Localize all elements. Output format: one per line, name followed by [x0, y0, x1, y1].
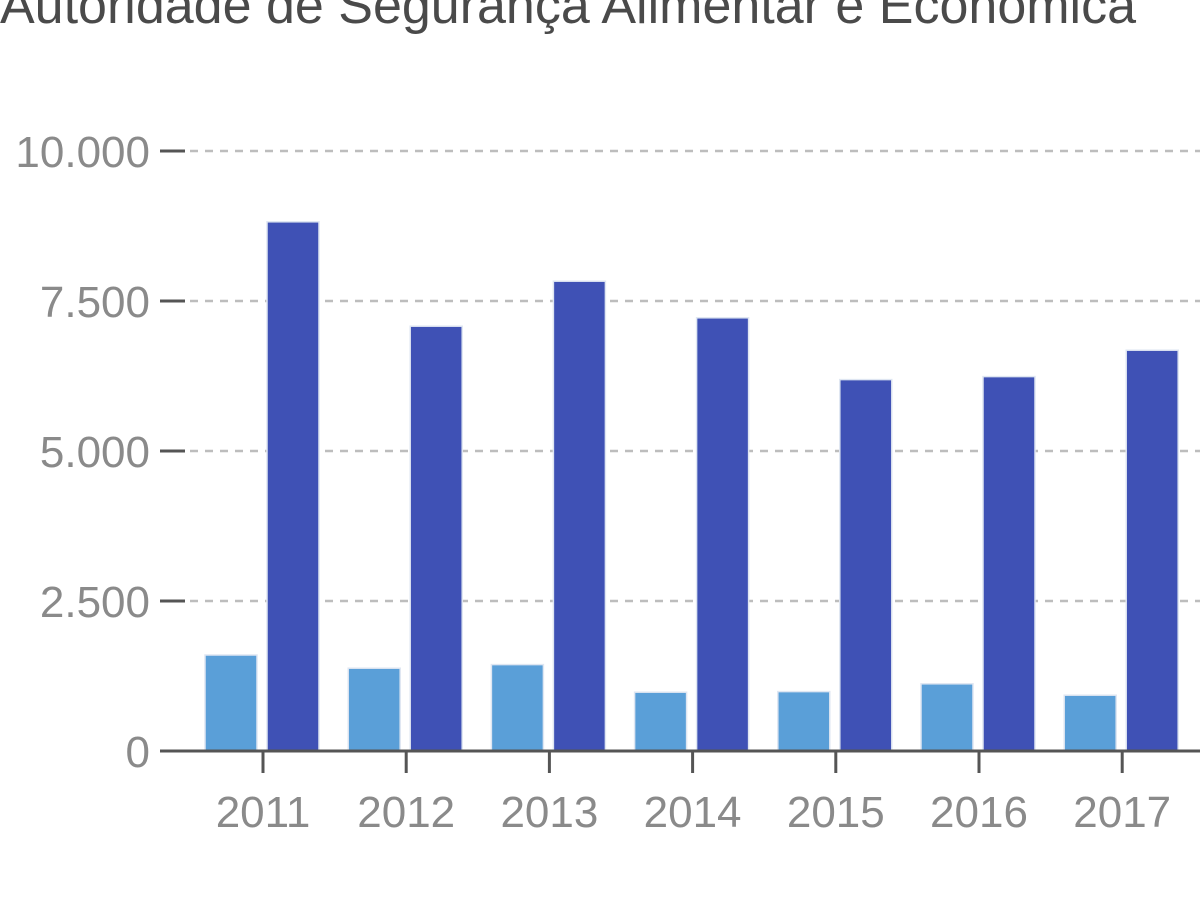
- y-tick-label: 5.000: [40, 428, 150, 477]
- bar-series-2-2013: [552, 280, 607, 752]
- bar-series-1-2017: [1063, 694, 1117, 752]
- y-tick-label: 2.500: [40, 578, 150, 627]
- x-tick-label: 2013: [500, 788, 598, 837]
- x-tick-label: 2014: [644, 788, 742, 837]
- x-tick-label: 2012: [357, 788, 455, 837]
- bar-series-1-2011: [204, 654, 258, 752]
- bar-series-1-2014: [633, 691, 688, 752]
- y-tick-label: 0: [126, 728, 150, 777]
- y-tick-label: 10.000: [15, 128, 150, 177]
- x-tick-label: 2017: [1073, 788, 1171, 837]
- x-tick-label: 2015: [787, 788, 885, 837]
- axes: [160, 149, 1200, 773]
- bar-series-2-2015: [839, 378, 893, 752]
- bar-series-1-2016: [920, 683, 974, 752]
- tick-labels: 0 2.500 5.000 7.500 10.000 2011 2012 2013 2014 20…: [15, 128, 1171, 837]
- y-tick-label: 7.500: [40, 278, 150, 327]
- bar-series-1-2012: [347, 667, 401, 752]
- bar-series-2-2012: [409, 325, 463, 752]
- bar-series-1-2013: [490, 663, 545, 752]
- bar-series-2-2017: [1125, 349, 1179, 752]
- bar-series-1-2015: [777, 690, 831, 752]
- gridlines: [190, 149, 1200, 603]
- bar-series-2-2016: [982, 375, 1036, 752]
- x-tick-label: 2016: [930, 788, 1028, 837]
- x-tick-label: 2011: [216, 788, 311, 837]
- chart-title: Autoridade de Segurança Alimentar e Econ…: [0, 0, 1137, 35]
- bar-series-2-2011: [266, 221, 320, 752]
- bar-series-2-2014: [695, 317, 750, 752]
